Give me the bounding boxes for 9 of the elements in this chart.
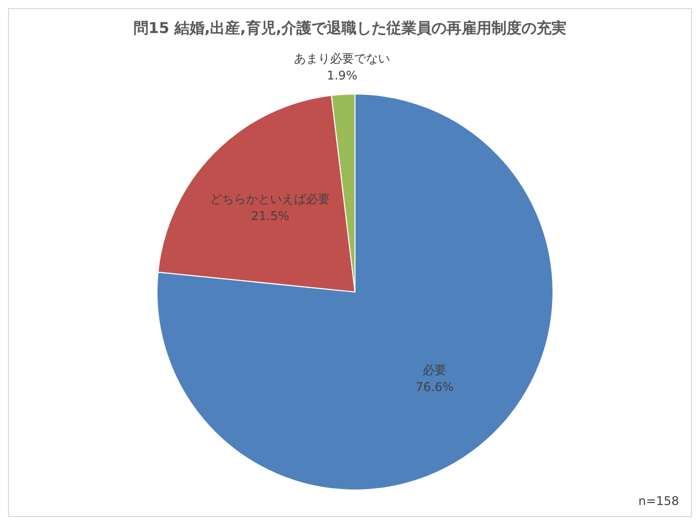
data-label: 21.5% [251,208,290,223]
slice-label: 必要 [422,363,447,378]
data-label: 76.6% [416,380,454,394]
data-label: 1.9% [326,68,358,82]
slice-label: あまり必要でない [294,51,390,66]
pie-slice [156,94,554,490]
text: n=158 [638,494,679,508]
slice-label: どちらかといえば必要 [210,192,330,206]
chart-title: 問15 結婚,出産,育児,介護で退職した従業員の再雇用制度の充実 [132,19,568,38]
